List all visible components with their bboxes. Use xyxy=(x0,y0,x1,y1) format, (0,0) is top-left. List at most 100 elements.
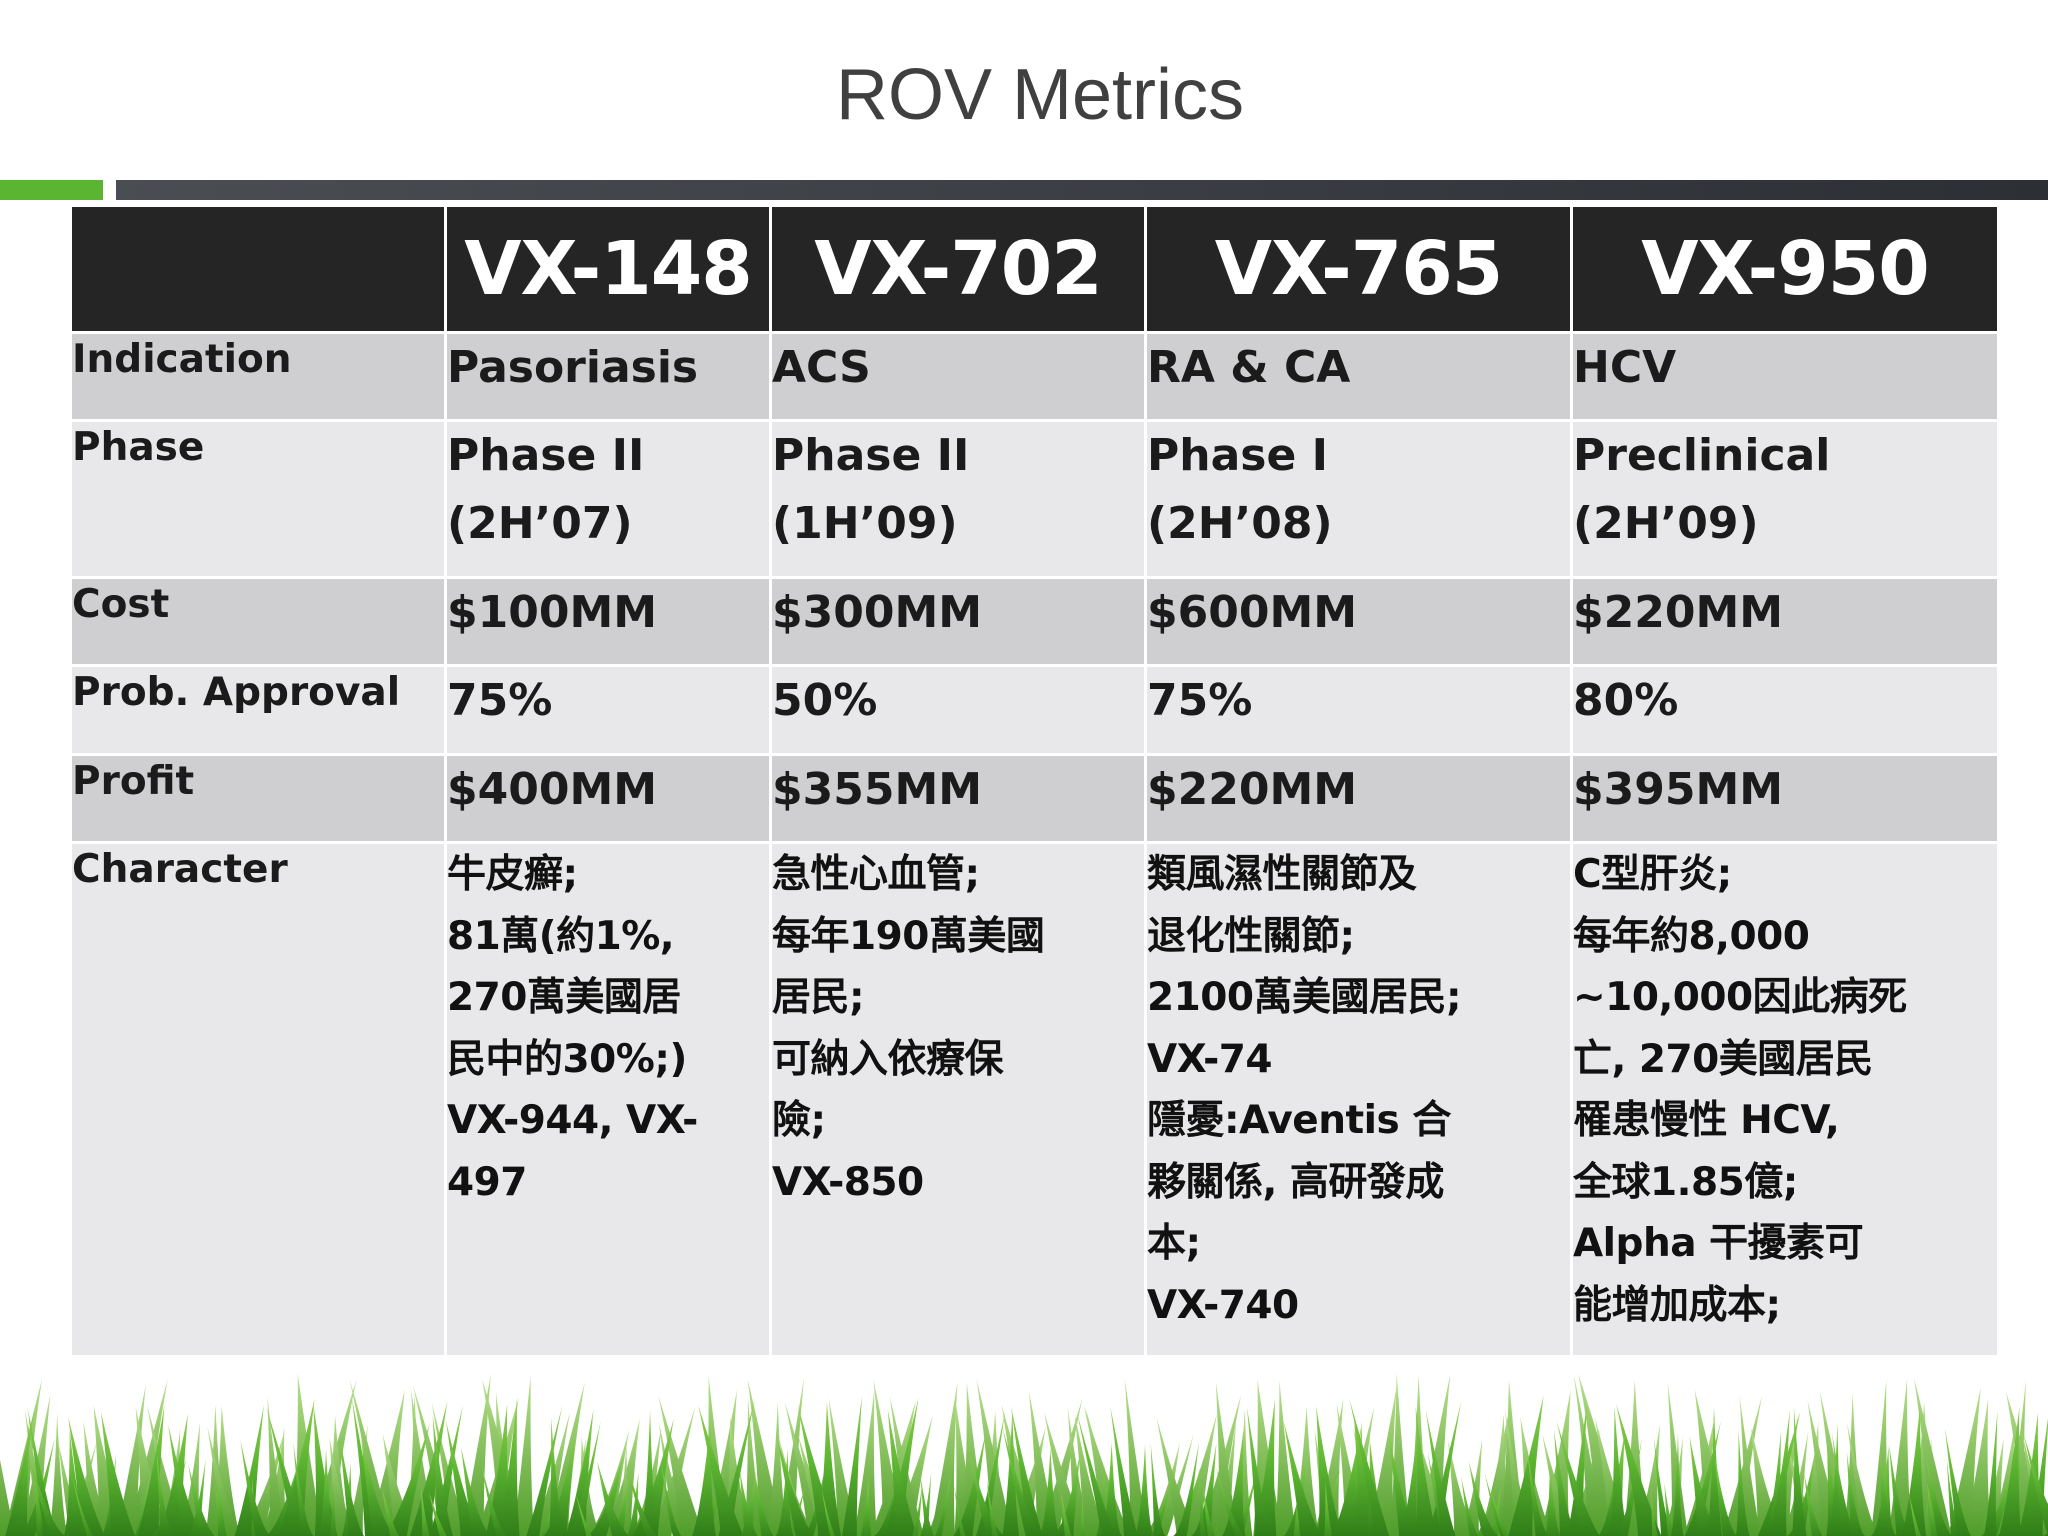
grass-blade xyxy=(100,1411,136,1536)
grass-blade xyxy=(1388,1431,1419,1536)
grass-blade xyxy=(1484,1473,1523,1536)
grass-blade xyxy=(1879,1447,1898,1536)
grass-blade xyxy=(1832,1432,1857,1536)
character-line: Alpha 干擾素可 xyxy=(1573,1221,1864,1266)
grass-blade xyxy=(420,1486,443,1536)
column-header-vx-702: VX-702 xyxy=(769,204,1147,334)
grass-blade xyxy=(1556,1421,1600,1536)
grass-blade xyxy=(327,1471,340,1536)
character-line: 退化性關節; xyxy=(1147,913,1356,959)
approval-cell-vx-765: 75% xyxy=(1144,664,1573,756)
indication-cell-vx-950: HCV xyxy=(1570,331,2000,422)
grass-blade xyxy=(234,1404,264,1536)
grass-blade xyxy=(1926,1454,1958,1536)
phase-cell-vx-765: Phase I (2H’08) xyxy=(1144,419,1573,579)
grass-blade xyxy=(1199,1472,1212,1536)
grass-blade xyxy=(1963,1398,1992,1536)
grass-blade xyxy=(137,1404,165,1536)
grass-blade xyxy=(1458,1438,1483,1536)
grass-blade xyxy=(2023,1433,2048,1536)
grass-blade xyxy=(575,1493,620,1536)
character-line: 夥關係, 高研發成 xyxy=(1147,1159,1445,1205)
grass-blade xyxy=(147,1405,186,1536)
grass-blade xyxy=(1807,1400,1844,1536)
accent-bar-green xyxy=(0,180,103,200)
grass-blade xyxy=(1553,1429,1576,1536)
grass-blade xyxy=(821,1489,854,1536)
grass-blade xyxy=(1541,1465,1567,1536)
cost-cell-vx-148: $100MM xyxy=(444,576,772,667)
grass-blade xyxy=(1846,1452,1868,1536)
grass-blade xyxy=(1999,1406,2022,1536)
grass-blade xyxy=(744,1397,763,1536)
column-header-vx-148: VX-148 xyxy=(444,204,772,334)
grass-blade xyxy=(313,1404,338,1536)
grass-blade xyxy=(1825,1442,1847,1536)
grass-blade xyxy=(658,1421,691,1536)
grass-blade xyxy=(1461,1476,1492,1536)
grass-blade xyxy=(1610,1406,1627,1536)
grass-blade xyxy=(316,1449,338,1536)
grass-blade xyxy=(339,1432,364,1536)
grass-blade xyxy=(1174,1414,1217,1536)
character-line: 隱憂:Aventis 合 xyxy=(1147,1098,1452,1143)
grass-blade xyxy=(431,1402,468,1536)
grass-blade xyxy=(1320,1482,1341,1536)
grass-blade xyxy=(548,1417,564,1536)
character-line: 全球1.85億; xyxy=(1573,1159,1799,1205)
table-row-profit: Profit $400MM $355MM $220MM $395MM xyxy=(69,753,2000,844)
grass-blade xyxy=(1044,1411,1088,1536)
grass-blade xyxy=(1846,1422,1879,1536)
column-header-vx-765: VX-765 xyxy=(1144,204,1573,334)
character-line: 罹患慢性 HCV, xyxy=(1573,1098,1840,1143)
character-line: 497 xyxy=(447,1159,528,1205)
grass-blade xyxy=(127,1378,168,1536)
grass-blade xyxy=(1425,1409,1456,1536)
grass-blade xyxy=(924,1472,951,1536)
grass-blade xyxy=(207,1426,243,1536)
grass-blade xyxy=(601,1418,640,1536)
phase-timing: (2H’07) xyxy=(447,498,633,549)
grass-blade xyxy=(1222,1430,1246,1536)
table-row-phase: Phase Phase II (2H’07) Phase II (1H’09) … xyxy=(69,419,2000,579)
grass-blade xyxy=(68,1416,105,1536)
grass-blade xyxy=(1475,1486,1501,1536)
grass-blade xyxy=(267,1396,286,1536)
grass-blade xyxy=(1099,1442,1123,1536)
grass-blade xyxy=(1689,1436,1720,1536)
grass-blade xyxy=(1967,1466,2014,1536)
grass-blade xyxy=(513,1375,534,1536)
character-line: 81萬(約1%, xyxy=(447,913,675,959)
grass-blade xyxy=(1415,1406,1437,1536)
grass-blade xyxy=(329,1437,360,1536)
row-label-cost: Cost xyxy=(69,576,447,667)
grass-blade xyxy=(1367,1387,1397,1536)
grass-blade xyxy=(0,1459,15,1536)
grass-blade xyxy=(614,1443,632,1536)
character-line: 能增加成本; xyxy=(1573,1282,1782,1328)
phase-cell-vx-148: Phase II (2H’07) xyxy=(444,419,772,579)
grass-blade xyxy=(1028,1390,1058,1536)
grass-blade xyxy=(1763,1413,1799,1536)
character-line: 可納入依療保 xyxy=(772,1036,1004,1082)
grass-blade xyxy=(797,1405,839,1536)
approval-cell-vx-702: 50% xyxy=(769,664,1147,756)
phase-text: Phase II xyxy=(772,430,970,481)
row-label-indication: Indication xyxy=(69,331,447,422)
grass-blade xyxy=(930,1382,958,1536)
character-line: 每年約8,000 xyxy=(1573,913,1810,959)
phase-cell-vx-950: Preclinical (2H’09) xyxy=(1570,419,2000,579)
grass-blade xyxy=(499,1397,520,1536)
grass-blade xyxy=(428,1491,476,1536)
grass-blade xyxy=(543,1433,576,1536)
grass-blade xyxy=(461,1446,494,1536)
grass-blade xyxy=(854,1389,877,1536)
grass-blade xyxy=(1913,1377,1952,1536)
grass-blade xyxy=(1110,1405,1138,1536)
grass-blade xyxy=(34,1471,55,1536)
cost-cell-vx-950: $220MM xyxy=(1570,576,2000,667)
grass-blade xyxy=(344,1423,368,1536)
grass-blade xyxy=(887,1409,917,1536)
grass-blade xyxy=(135,1406,169,1536)
grass-blade xyxy=(237,1434,284,1536)
